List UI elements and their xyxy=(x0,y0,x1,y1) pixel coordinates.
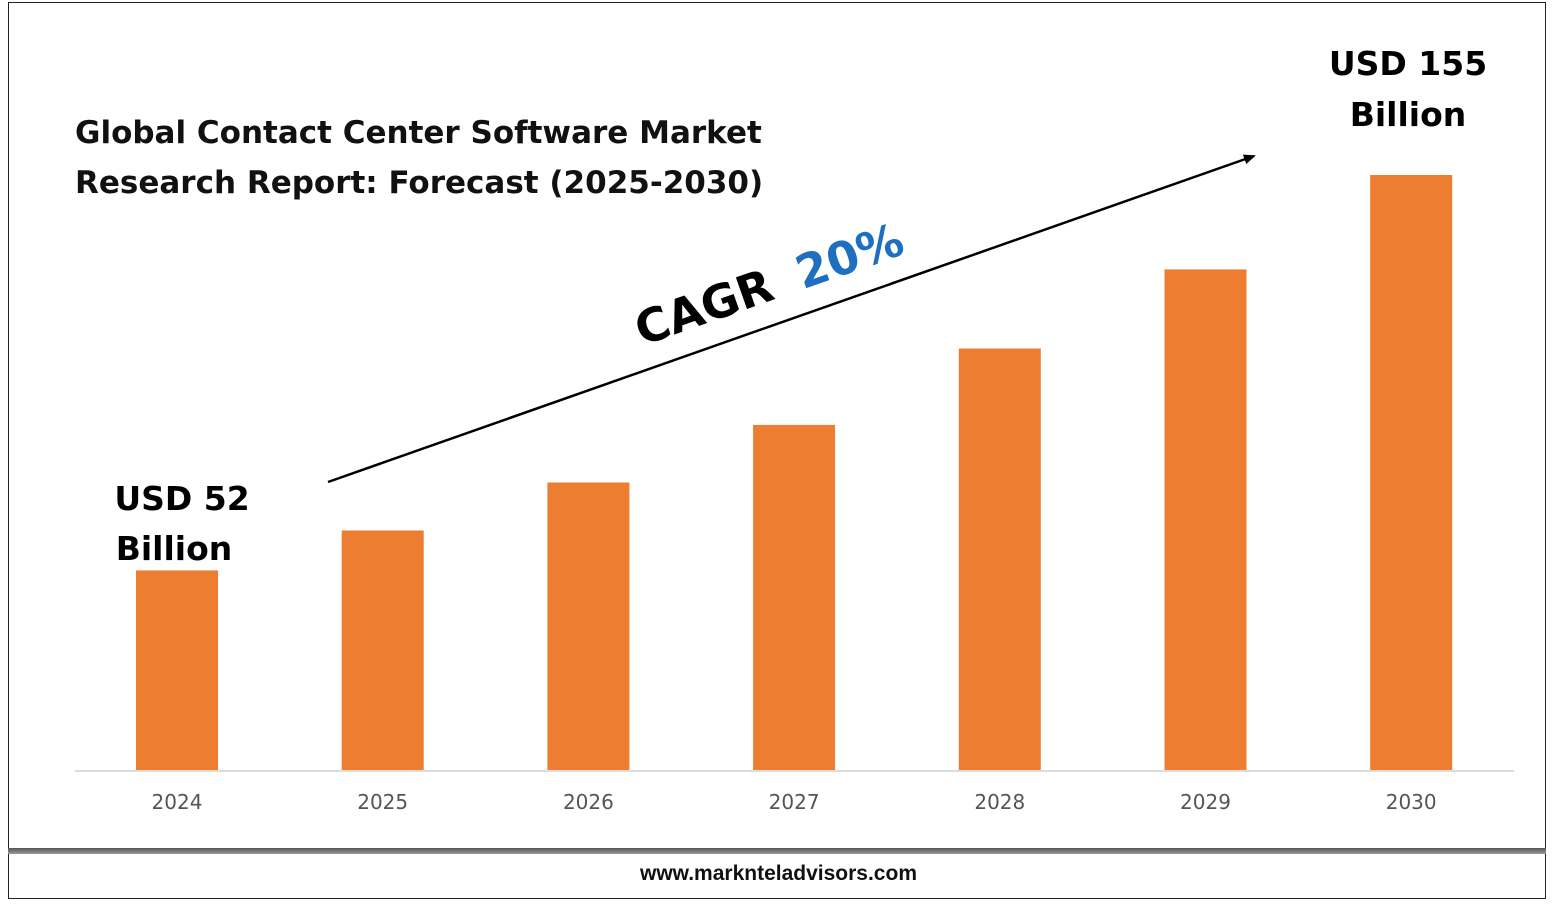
x-tick-labels: 2024 2025 2026 2027 2028 2029 2030 xyxy=(152,790,1437,814)
bar-2027 xyxy=(753,424,836,770)
x-tick-label-2030: 2030 xyxy=(1386,790,1437,814)
end-value-label-line-2: Billion xyxy=(1350,95,1467,134)
x-tick-label-2029: 2029 xyxy=(1180,790,1231,814)
cagr-annotation: CAGR 20% xyxy=(628,212,911,356)
footer-divider xyxy=(8,848,1546,854)
chart-title-line-2: Research Report: Forecast (2025-2030) xyxy=(75,165,763,201)
bar-2030 xyxy=(1370,175,1453,770)
bar-2028 xyxy=(958,348,1041,770)
end-value-label-line-1: USD 155 xyxy=(1329,44,1487,83)
start-value-label-line-2: Billion xyxy=(116,529,233,568)
bars-group xyxy=(136,175,1453,770)
bar-2029 xyxy=(1164,269,1247,770)
x-tick-label-2026: 2026 xyxy=(563,790,614,814)
x-tick-label-2025: 2025 xyxy=(357,790,408,814)
bar-2024 xyxy=(136,570,218,770)
bar-2026 xyxy=(547,482,630,770)
cagr-label: CAGR xyxy=(628,258,780,356)
growth-arrow xyxy=(327,154,1256,484)
start-value-label-line-1: USD 52 xyxy=(114,479,249,518)
chart-title-line-1: Global Contact Center Software Market xyxy=(75,115,762,151)
x-tick-label-2027: 2027 xyxy=(769,790,820,814)
cagr-value: 20% xyxy=(789,212,911,300)
footer-website: www.marknteladvisors.com xyxy=(640,862,917,885)
x-tick-label-2024: 2024 xyxy=(152,790,203,814)
x-tick-label-2028: 2028 xyxy=(974,790,1025,814)
bar-2025 xyxy=(341,530,424,770)
